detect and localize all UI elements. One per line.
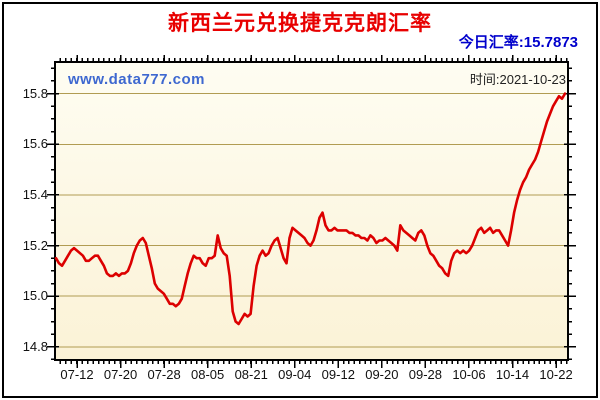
x-tick-label: 07-28 xyxy=(147,367,181,382)
page-title: 新西兰元兑换捷克克朗汇率 xyxy=(168,12,432,35)
x-tick-label: 07-20 xyxy=(103,367,138,382)
plot-border xyxy=(54,61,569,361)
plot-background xyxy=(55,62,568,360)
x-tick-label: 09-12 xyxy=(321,367,355,382)
y-tick-label: 14.8 xyxy=(22,338,48,354)
y-tick-label: 15.8 xyxy=(22,85,48,101)
x-tick-label: 09-20 xyxy=(365,367,399,382)
x-tick-label: 08-21 xyxy=(234,367,268,382)
y-tick-label: 15.6 xyxy=(22,136,48,152)
x-tick-label: 08-05 xyxy=(191,367,225,382)
y-tick-label: 15.4 xyxy=(22,186,48,202)
date-label: 时间:2021-10-23 xyxy=(469,72,566,87)
y-tick-label: 15.0 xyxy=(22,288,48,304)
watermark-link[interactable]: www.data777.com xyxy=(68,71,205,88)
x-tick-label: 09-04 xyxy=(278,367,312,382)
x-tick-label: 10-06 xyxy=(452,367,486,382)
today-rate-value: 今日汇率:15.7873 xyxy=(458,34,578,51)
x-tick-label: 10-22 xyxy=(539,367,573,382)
x-tick-label: 09-28 xyxy=(408,367,443,382)
x-tick-label: 07-12 xyxy=(60,367,94,382)
x-tick-label: 10-14 xyxy=(495,367,530,382)
y-tick-label: 15.2 xyxy=(22,237,48,253)
rate-line xyxy=(54,92,567,326)
